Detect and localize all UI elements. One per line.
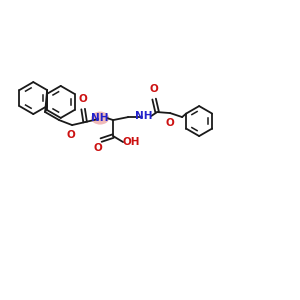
Text: O: O bbox=[150, 84, 158, 94]
Text: NH: NH bbox=[135, 111, 153, 121]
Text: NH: NH bbox=[92, 113, 109, 123]
Text: O: O bbox=[67, 130, 76, 140]
Text: O: O bbox=[79, 94, 88, 104]
Ellipse shape bbox=[91, 112, 109, 124]
Text: O: O bbox=[166, 118, 175, 128]
Text: OH: OH bbox=[122, 137, 140, 147]
Text: O: O bbox=[94, 143, 103, 153]
